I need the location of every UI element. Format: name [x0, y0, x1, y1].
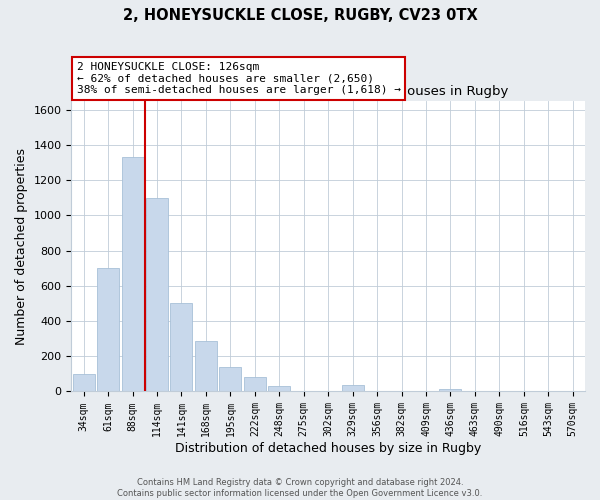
Text: Contains HM Land Registry data © Crown copyright and database right 2024.
Contai: Contains HM Land Registry data © Crown c… [118, 478, 482, 498]
Bar [439, 389, 461, 392]
Bar [220, 367, 241, 392]
Bar [341, 386, 364, 392]
X-axis label: Distribution of detached houses by size in Rugby: Distribution of detached houses by size … [175, 442, 481, 455]
Bar [195, 342, 217, 392]
Bar [73, 374, 95, 392]
Bar [170, 304, 193, 392]
Bar [244, 378, 266, 392]
Bar [146, 198, 168, 392]
Bar [268, 386, 290, 392]
Y-axis label: Number of detached properties: Number of detached properties [15, 148, 28, 344]
Text: 2 HONEYSUCKLE CLOSE: 126sqm
← 62% of detached houses are smaller (2,650)
38% of : 2 HONEYSUCKLE CLOSE: 126sqm ← 62% of det… [77, 62, 401, 95]
Bar [122, 158, 143, 392]
Title: Size of property relative to detached houses in Rugby: Size of property relative to detached ho… [149, 86, 508, 98]
Text: 2, HONEYSUCKLE CLOSE, RUGBY, CV23 0TX: 2, HONEYSUCKLE CLOSE, RUGBY, CV23 0TX [122, 8, 478, 22]
Bar [97, 268, 119, 392]
